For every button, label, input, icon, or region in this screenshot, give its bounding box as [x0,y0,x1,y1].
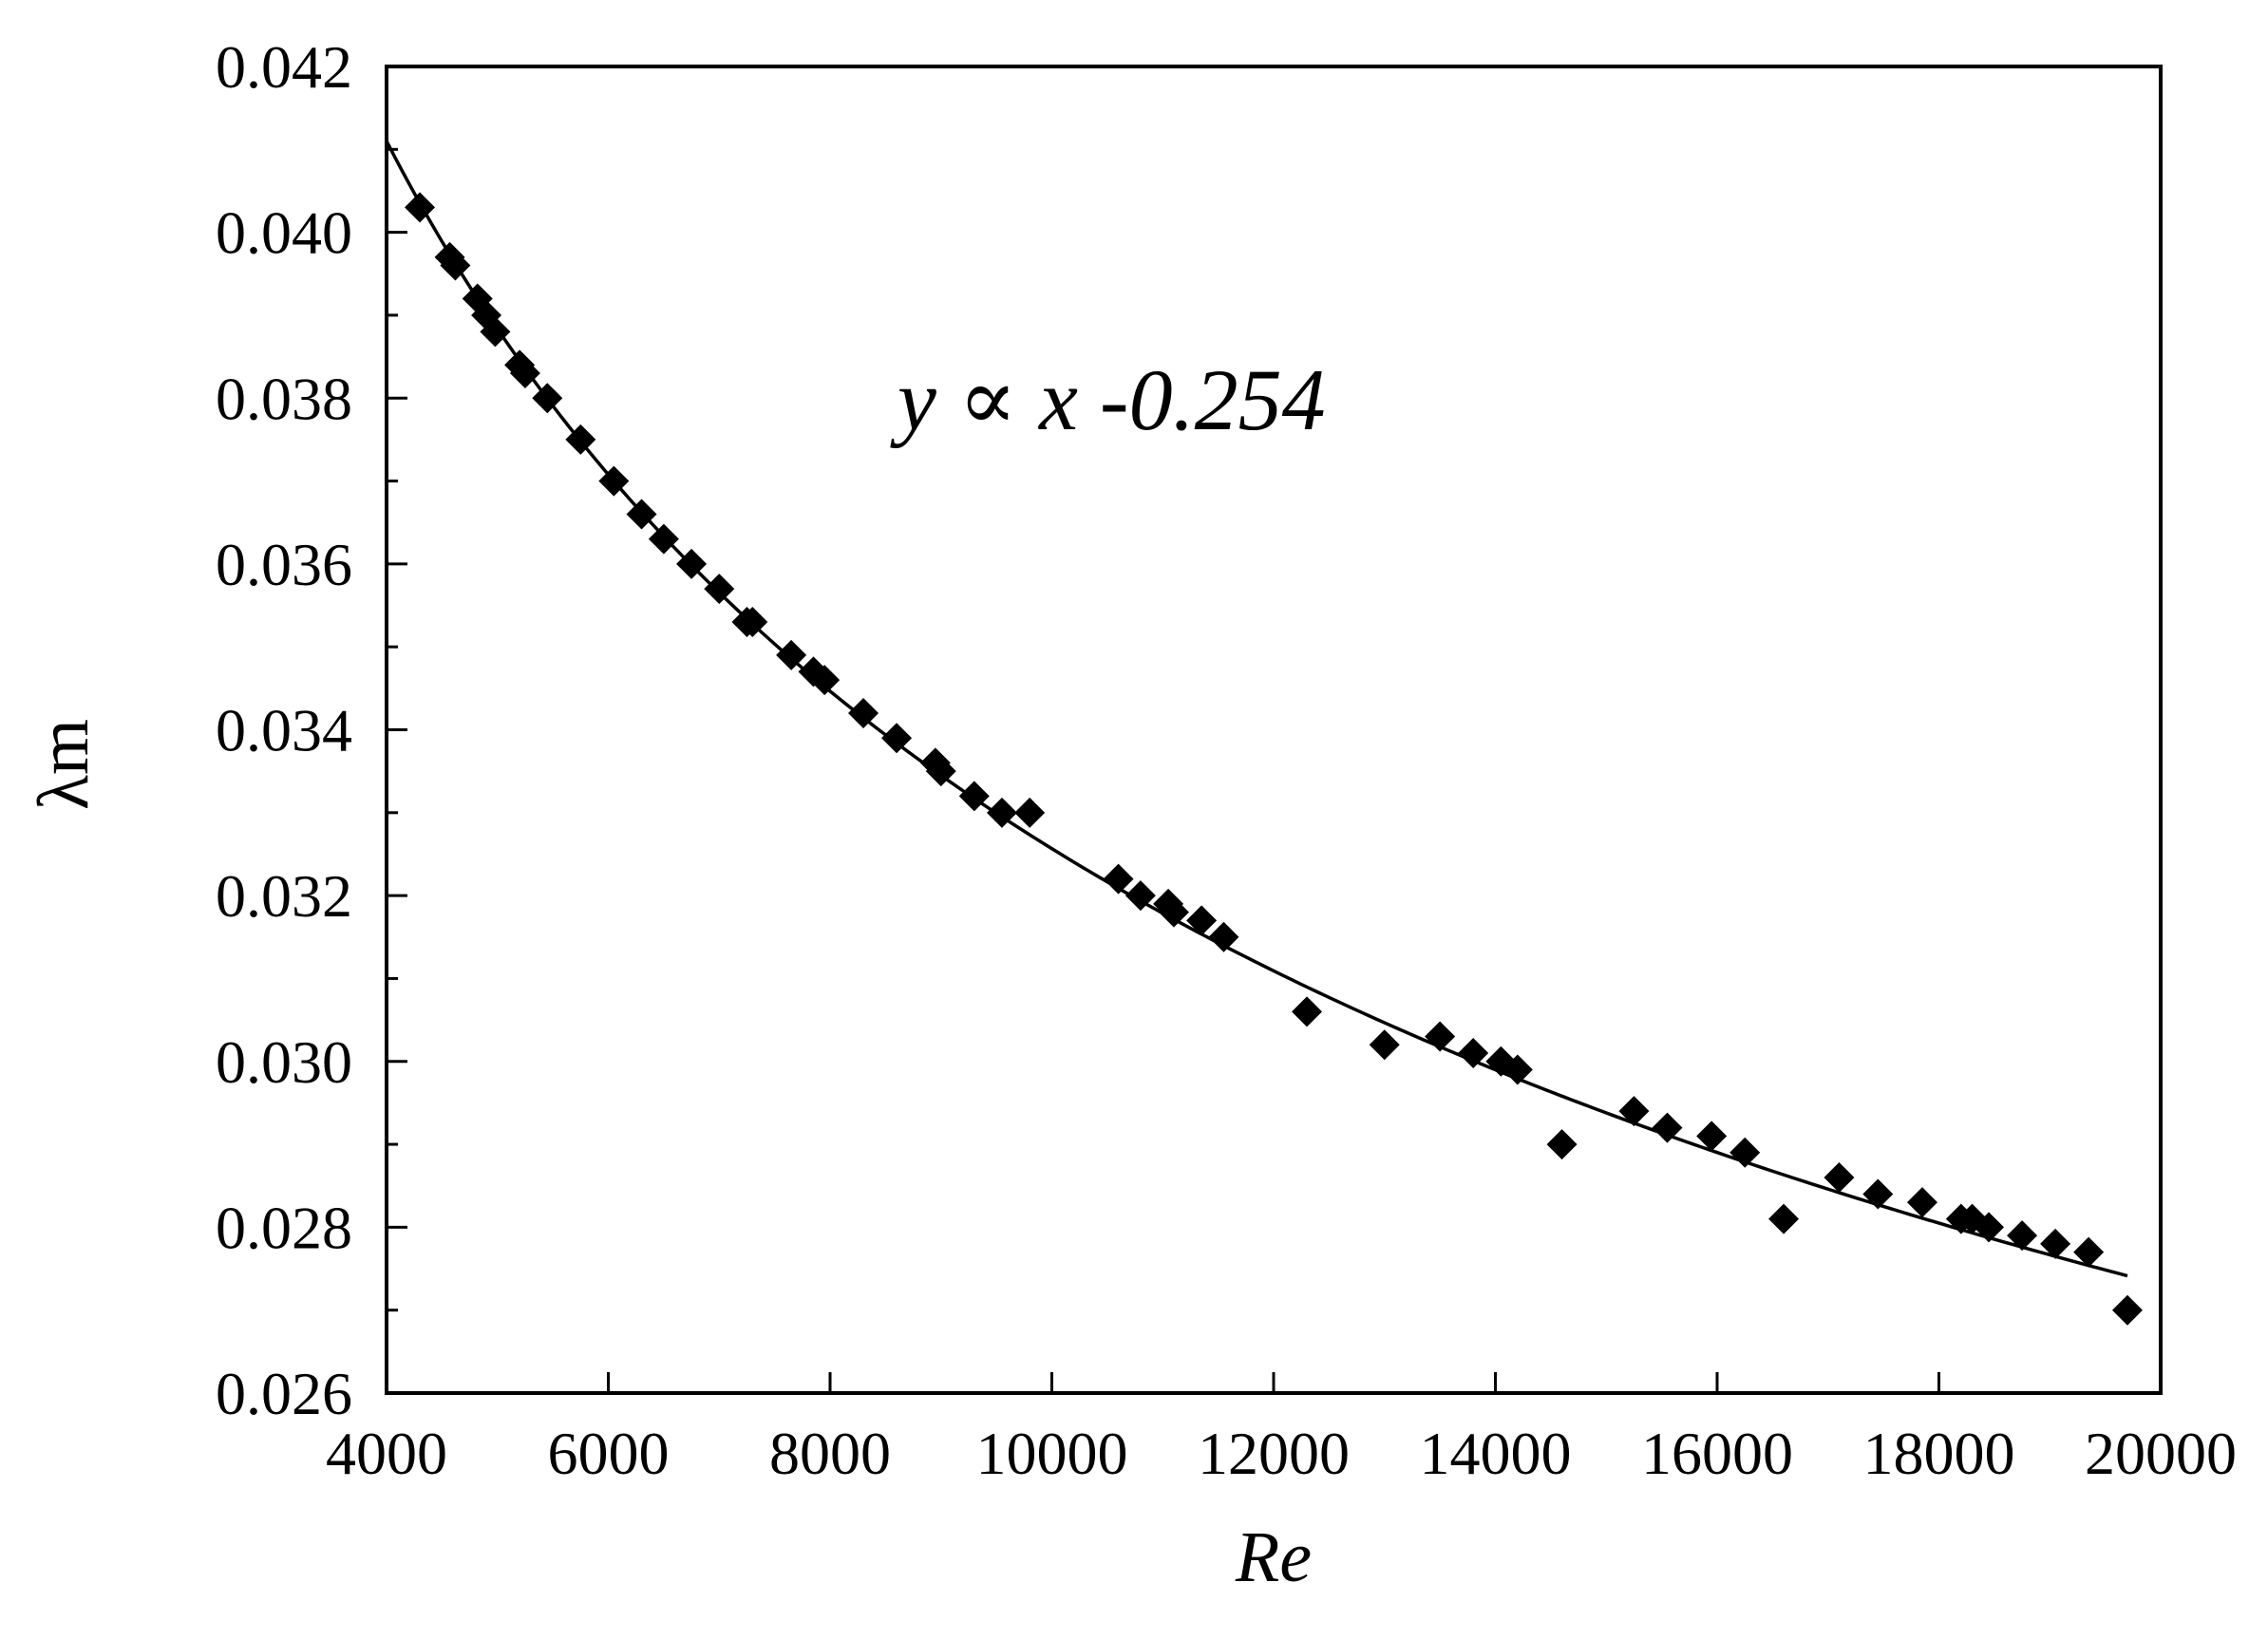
x-tick-label: 12000 [1198,1420,1350,1487]
y-tick-label: 0.040 [216,199,352,267]
fit-curve-layer [385,140,2128,1278]
x-tick-label: 20000 [2085,1420,2237,1487]
data-point [1292,996,1323,1027]
data-point [1502,1054,1533,1085]
data-point [1103,863,1134,895]
data-point [1208,921,1239,952]
x-tick-label: 16000 [1641,1420,1793,1487]
data-point [737,606,768,637]
y-tick-label: 0.026 [216,1360,352,1427]
data-point [2007,1220,2038,1252]
data-point [1425,1021,1456,1052]
data-point [2073,1236,2105,1268]
tick-labels: 0.026 0.028 0.030 0.032 0.034 0.036 0.038 0.040… [216,33,2237,1487]
data-point [1768,1203,1800,1234]
data-point [440,250,471,281]
data-point [776,639,807,670]
plot-area-frame [385,65,2163,1395]
data-point [881,723,913,754]
data-point [1125,880,1156,912]
data-points [405,192,2143,1326]
data-point [598,465,630,497]
data-point [626,499,657,530]
x-tick-label: 6000 [548,1420,670,1487]
data-point [1158,896,1189,928]
y-tick-label: 0.032 [216,862,352,930]
data-point [676,548,708,579]
y-tick-label: 0.034 [216,697,352,764]
y-tick-label: 0.036 [216,531,352,598]
x-axis-title: Re [1235,1517,1312,1597]
data-point [925,756,956,787]
data-point [2111,1294,2143,1326]
data-point [809,665,841,696]
data-point [1618,1096,1650,1127]
data-point [532,383,563,414]
x-tick-label: 8000 [769,1420,891,1487]
data-point [1862,1178,1894,1210]
y-tick-label: 0.030 [216,1028,352,1096]
y-tick-label: 0.042 [216,33,352,101]
y-axis-title: λm [24,719,104,810]
y-tick-label: 0.038 [216,365,352,432]
fit-annotation: y ∝ x -0.254 [890,351,1326,448]
data-point [1652,1112,1683,1143]
data-point [1906,1187,1937,1218]
data-point [509,358,540,389]
fit-curve [385,140,2128,1278]
data-point [1014,797,1046,828]
data-point [958,781,990,812]
data-point [704,574,735,605]
data-point [2040,1228,2071,1259]
x-tick-label: 18000 [1863,1420,2015,1487]
data-point [1546,1129,1578,1160]
data-point [565,424,596,455]
data-point [1186,905,1218,936]
data-point [1729,1137,1761,1168]
data-point [480,316,511,348]
data-point [1824,1161,1855,1193]
x-tick-label: 14000 [1420,1420,1572,1487]
y-tick-label: 0.028 [216,1194,352,1261]
data-point [1458,1038,1489,1069]
data-point [848,698,879,729]
data-point [405,192,436,223]
data-point [1369,1029,1400,1061]
data-point [1696,1121,1728,1152]
x-tick-label: 4000 [326,1420,447,1487]
axis-ticks [385,65,2163,1395]
data-point [648,523,679,555]
x-tick-label: 10000 [976,1420,1128,1487]
data-point [986,797,1017,828]
data-point [1974,1212,2005,1243]
